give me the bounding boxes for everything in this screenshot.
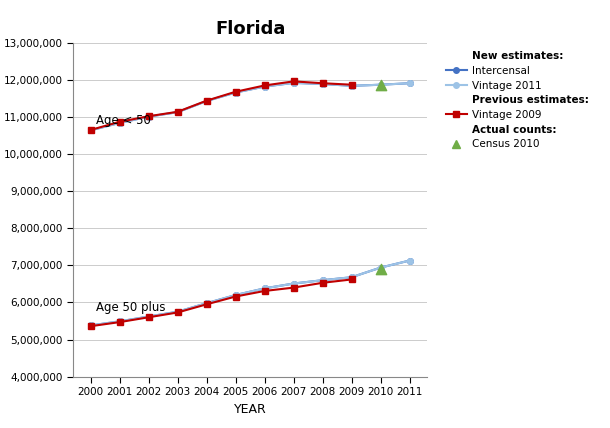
- X-axis label: YEAR: YEAR: [234, 403, 267, 416]
- Title: Florida: Florida: [215, 21, 285, 39]
- Text: Age < 50: Age < 50: [96, 114, 151, 127]
- Point: [376, 266, 386, 273]
- Text: Age 50 plus: Age 50 plus: [96, 301, 166, 314]
- Point: [376, 81, 386, 88]
- Legend: New estimates:, Intercensal, Vintage 2011, Previous estimates:, Vintage 2009, Ac: New estimates:, Intercensal, Vintage 201…: [443, 48, 592, 152]
